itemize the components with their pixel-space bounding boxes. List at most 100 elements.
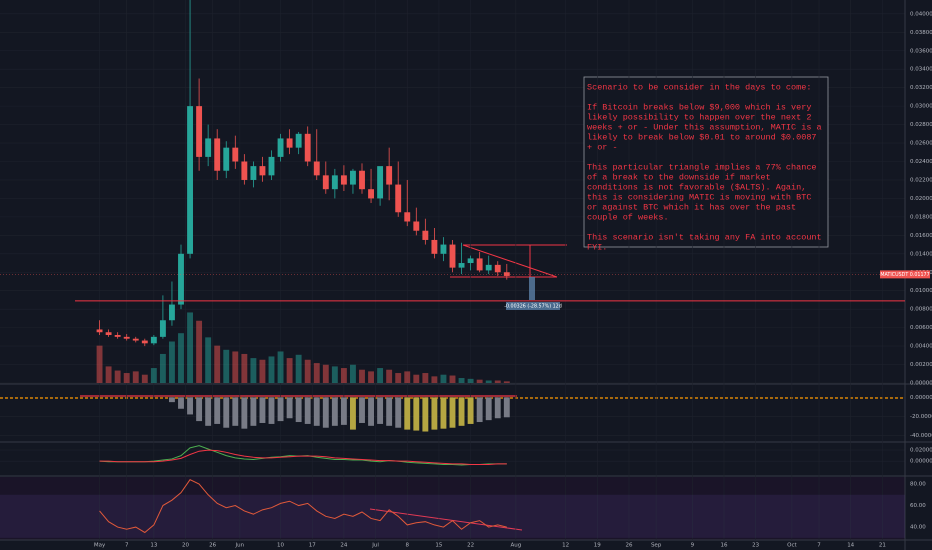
histogram-bar: [286, 397, 293, 419]
candle-body: [404, 212, 411, 222]
candle-body: [105, 332, 112, 336]
histogram-bar: [458, 397, 465, 426]
y-tick-label: 0.02800: [910, 122, 932, 128]
annotation-line: Scenario to be consider in the days to c…: [587, 82, 811, 92]
candle-body: [241, 161, 248, 180]
histogram-bar: [304, 397, 311, 424]
x-tick-label: 19: [594, 543, 601, 549]
x-tick-label: 9: [691, 543, 695, 549]
candle-body: [295, 133, 302, 148]
volume-bar: [413, 374, 420, 383]
volume-bar: [377, 368, 384, 383]
volume-bar: [440, 374, 447, 383]
volume-bar: [105, 366, 112, 383]
volume-bar: [304, 359, 311, 383]
candle-body: [150, 336, 157, 344]
indicator-line: [99, 479, 507, 534]
y-tick-label: 0.00000: [910, 395, 932, 401]
x-tick-label: 20: [182, 543, 189, 549]
candle-body: [250, 166, 257, 180]
x-tick-label: 10: [277, 543, 284, 549]
y-tick-label: 0.02000: [910, 196, 932, 202]
annotation-line: This scenario isn't taking any FA into a…: [587, 232, 822, 242]
volume-bar: [223, 349, 230, 383]
x-tick-label: 16: [721, 543, 728, 549]
x-tick-label: Jul: [371, 543, 379, 549]
volume-bar: [476, 379, 483, 383]
histogram-bar: [350, 397, 356, 430]
volume-bar: [295, 354, 302, 383]
volume-bar: [467, 378, 474, 383]
candle-body: [96, 329, 103, 333]
last-price-label: MATICUSDT 0.01177: [880, 272, 929, 278]
x-tick-label: 13: [150, 543, 157, 549]
x-tick-label: Oct: [787, 543, 797, 549]
histogram-bar: [413, 397, 420, 431]
x-tick-label: 24: [340, 543, 347, 549]
candle-body: [259, 166, 266, 176]
candle-body: [467, 258, 474, 264]
volume-bar: [395, 373, 402, 383]
candle-body: [141, 340, 148, 344]
candle-body: [413, 221, 420, 231]
x-tick-label: 7: [817, 543, 821, 549]
x-tick-label: 26: [209, 543, 216, 549]
volume-bar: [494, 380, 501, 383]
annotation-line: this is considering MATIC is moving with…: [587, 192, 811, 202]
volume-bar: [458, 378, 465, 383]
volume-bar: [232, 351, 239, 383]
volume-bar: [250, 358, 257, 383]
y-tick-label: 0.03600: [910, 48, 932, 54]
y-tick-label: 0.00400: [910, 344, 932, 350]
volume-bar: [141, 374, 148, 383]
y-tick-label: 0.04000: [910, 11, 932, 17]
measure-label: -0.00326 (-28.57%) 12d: [504, 304, 562, 310]
candle-body: [205, 138, 212, 157]
x-tick-label: Sep: [651, 543, 662, 549]
histogram-bar: [277, 397, 284, 422]
x-tick-label: 23: [752, 543, 759, 549]
histogram-bar: [214, 397, 221, 424]
x-tick-label: 14: [847, 543, 854, 549]
candle-body: [169, 304, 175, 321]
candle-body: [368, 189, 374, 199]
candle-body: [123, 336, 130, 339]
y-tick-label: 0.02600: [910, 141, 932, 147]
histogram-bar: [467, 397, 474, 424]
volume-bar: [449, 375, 456, 383]
volume-bar: [422, 373, 429, 383]
x-tick-label: 15: [435, 543, 442, 549]
candle-body: [449, 244, 456, 268]
volume-bar: [386, 369, 393, 383]
candle-body: [114, 335, 121, 337]
y-tick-label: 0.00200: [910, 362, 932, 368]
annotation-line: conditions is not favorable ($ALTS). Aga…: [587, 182, 806, 192]
candle-body: [485, 264, 492, 271]
annotation-line: or against BTC which it has over the pas…: [587, 202, 796, 212]
histogram-bar: [205, 397, 212, 426]
volume-bar: [485, 380, 492, 383]
volume-bar: [431, 376, 438, 383]
y-tick-label: -40.00000: [910, 433, 932, 439]
triangle-line: [462, 244, 558, 278]
histogram-bar: [359, 397, 365, 423]
histogram-bar: [386, 397, 393, 426]
y-tick-label: 0.00600: [910, 325, 932, 331]
candle-body: [196, 106, 203, 157]
histogram-bar: [440, 397, 447, 429]
rsi-panel-bg: [0, 477, 905, 540]
annotation-box: [583, 76, 829, 248]
y-tick-label: 0.03400: [910, 67, 932, 73]
histogram-bar: [313, 397, 320, 426]
candle-body: [503, 272, 510, 276]
annotation-line: couple of weeks.: [587, 212, 669, 222]
candle-body: [431, 239, 438, 254]
volume-bar: [132, 371, 139, 383]
annotation-line: This particular triangle implies a 77% c…: [587, 162, 817, 172]
x-tick-label: 7: [125, 543, 129, 549]
volume-bar: [123, 373, 130, 383]
candle-body: [386, 166, 393, 185]
candle-body: [286, 138, 293, 148]
candle-body: [494, 264, 501, 273]
